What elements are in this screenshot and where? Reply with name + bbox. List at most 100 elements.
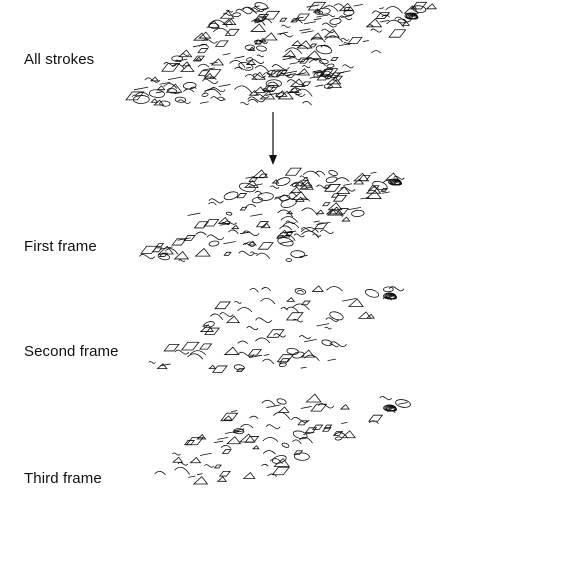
sketch-stroke xyxy=(298,335,311,340)
sketch-stroke xyxy=(306,56,319,61)
sketch-stroke xyxy=(314,222,329,230)
sketch-stroke xyxy=(278,358,291,364)
sketch-stroke xyxy=(281,24,291,28)
sketch-stroke xyxy=(271,455,287,464)
sketch-stroke xyxy=(319,59,329,65)
sketch-stroke xyxy=(296,68,311,76)
sketch-stroke xyxy=(223,346,240,355)
sketch-stroke xyxy=(156,363,168,370)
sketch-stroke xyxy=(245,57,253,62)
sketch-stroke xyxy=(232,12,241,18)
sketch-stroke xyxy=(326,76,342,85)
sketch-stroke xyxy=(311,285,324,292)
sketch-stroke xyxy=(341,422,348,424)
sketch-stroke xyxy=(292,430,308,440)
sketch-stroke xyxy=(250,23,267,32)
sketch-stroke xyxy=(222,18,234,25)
sketch-stroke xyxy=(300,366,307,369)
panel-second-frame xyxy=(148,285,405,373)
sketch-stroke xyxy=(262,32,278,41)
sketch-stroke xyxy=(247,46,256,51)
sketch-stroke xyxy=(290,18,300,23)
sketch-stroke xyxy=(254,21,261,24)
sketch-stroke xyxy=(412,5,427,13)
sketch-stroke xyxy=(167,88,178,94)
sketch-stroke xyxy=(353,178,365,185)
sketch-stroke xyxy=(296,289,304,293)
sketch-stroke xyxy=(255,337,271,344)
sketch-stroke xyxy=(291,303,310,311)
sketch-stroke xyxy=(315,209,325,215)
sketch-stroke xyxy=(208,240,220,247)
sketch-stroke xyxy=(150,98,159,103)
sketch-stroke xyxy=(316,184,330,190)
sketch-stroke xyxy=(161,62,181,72)
sketch-stroke xyxy=(259,90,276,100)
sketch-stroke xyxy=(282,57,295,61)
sketch-stroke xyxy=(256,252,271,259)
sketch-stroke xyxy=(306,4,320,8)
sketch-stroke xyxy=(274,197,283,203)
label-third-frame: Third frame xyxy=(24,470,102,487)
sketch-stroke xyxy=(323,83,333,89)
sketch-stroke xyxy=(192,476,209,485)
sketch-stroke xyxy=(368,420,379,425)
sketch-stroke xyxy=(183,440,195,446)
sketch-stroke xyxy=(172,456,184,463)
sketch-stroke xyxy=(223,191,239,201)
sketch-stroke xyxy=(261,10,281,20)
sketch-stroke xyxy=(301,207,318,216)
sketch-stroke xyxy=(238,61,254,71)
sketch-stroke xyxy=(323,424,333,429)
sketch-stroke xyxy=(312,69,322,73)
sketch-stroke xyxy=(248,177,259,183)
sketch-stroke xyxy=(343,7,351,11)
sketch-stroke xyxy=(256,45,267,52)
sketch-stroke xyxy=(204,327,221,335)
sketch-stroke xyxy=(251,18,266,26)
sketch-stroke xyxy=(367,185,380,191)
sketch-stroke xyxy=(323,70,341,77)
sketch-stroke xyxy=(398,402,408,405)
sketch-stroke xyxy=(239,182,256,193)
sketch-stroke xyxy=(250,7,265,13)
sketch-stroke xyxy=(194,247,211,257)
sketch-stroke xyxy=(189,456,202,464)
sketch-stroke xyxy=(132,95,150,104)
sketch-stroke xyxy=(251,197,264,204)
sketch-stroke xyxy=(313,220,320,223)
sketch-stroke xyxy=(310,403,328,412)
sketch-stroke xyxy=(156,85,166,91)
sketch-stroke xyxy=(187,353,204,360)
sketch-stroke xyxy=(273,457,290,467)
sketch-stroke xyxy=(310,32,324,40)
sketch-stroke xyxy=(292,351,305,359)
sketch-stroke xyxy=(276,354,295,363)
sketch-stroke xyxy=(327,202,343,211)
sketch-stroke xyxy=(282,70,298,75)
sketch-stroke xyxy=(174,349,190,355)
sketch-stroke xyxy=(321,28,335,34)
sketch-stroke xyxy=(185,436,204,446)
sketch-stroke xyxy=(326,206,344,216)
sketch-stroke xyxy=(275,70,288,76)
sketch-stroke xyxy=(218,84,231,88)
sketch-stroke xyxy=(267,81,279,87)
sketch-stroke xyxy=(153,99,165,106)
sketch-stroke xyxy=(305,50,322,60)
sketch-stroke xyxy=(275,177,291,187)
sketch-stroke xyxy=(177,99,191,104)
sketch-stroke xyxy=(245,66,251,69)
sketch-stroke xyxy=(291,19,303,24)
sketch-stroke xyxy=(257,192,274,201)
sketch-stroke xyxy=(311,424,324,430)
sketch-stroke xyxy=(271,64,290,70)
sketch-stroke xyxy=(188,475,196,478)
sketch-stroke xyxy=(208,201,217,206)
sketch-stroke xyxy=(340,186,356,192)
sketch-stroke xyxy=(272,411,291,420)
sketch-stroke xyxy=(158,252,169,257)
sketch-stroke xyxy=(329,343,339,348)
sketch-stroke xyxy=(351,209,365,218)
